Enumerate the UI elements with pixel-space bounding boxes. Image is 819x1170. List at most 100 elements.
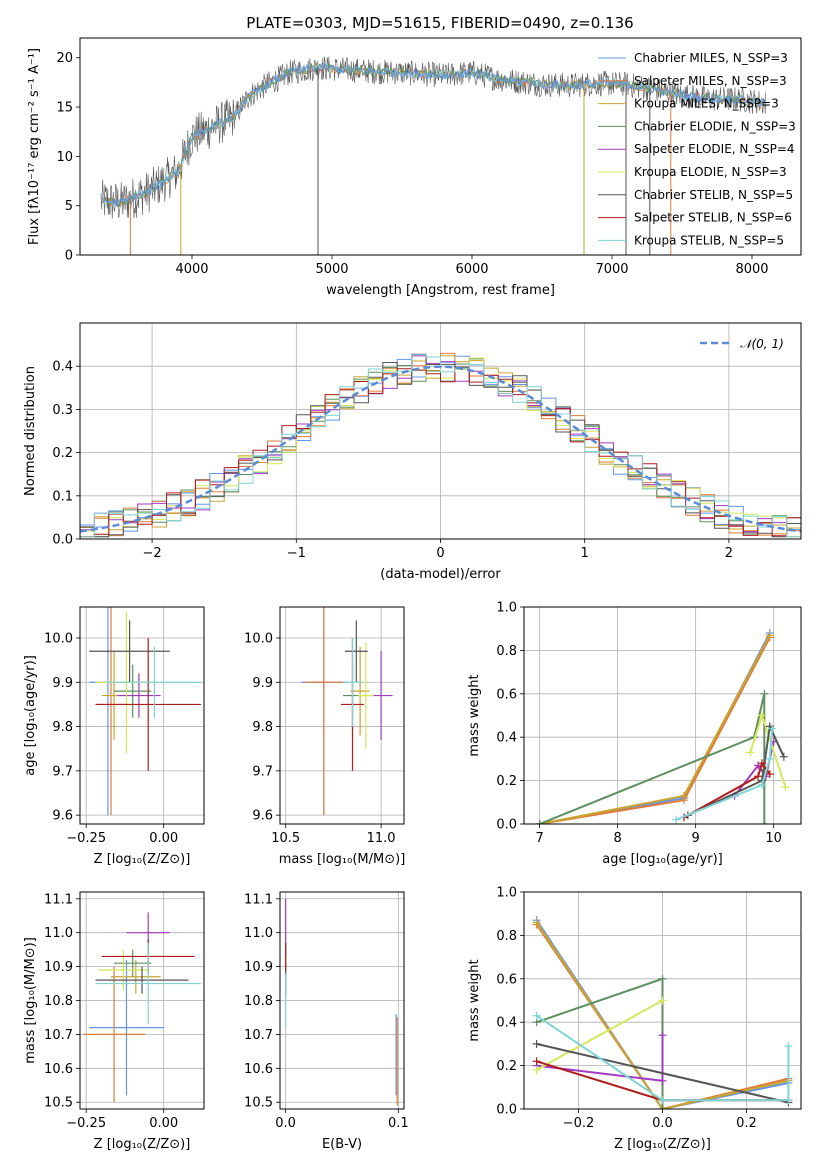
legend-label: Chabrier MILES, N_SSP=3 bbox=[634, 51, 788, 65]
x-axis-label: age [log₁₀(age/yr)] bbox=[602, 852, 723, 867]
plot-area bbox=[83, 912, 201, 1103]
y-axis-label: Normed distribution bbox=[23, 366, 38, 496]
x-axis-label: Z [log₁₀(Z/Z⊙)] bbox=[94, 1137, 191, 1152]
y-tick-label: 10.8 bbox=[244, 994, 273, 1009]
legend-label: Kroupa MILES, N_SSP=3 bbox=[634, 97, 779, 111]
y-tick-label: 5 bbox=[65, 199, 73, 214]
y-tick-label: 9.8 bbox=[52, 720, 73, 735]
y-tick-label: 0.6 bbox=[496, 972, 517, 987]
y-tick-label: 0.6 bbox=[496, 687, 517, 702]
x-tick-label: 2 bbox=[725, 546, 733, 561]
y-tick-label: 0.8 bbox=[496, 929, 517, 944]
x-tick-label: 0.00 bbox=[149, 1116, 178, 1131]
x-tick-label: −2 bbox=[143, 546, 162, 561]
plot-area bbox=[532, 916, 793, 1109]
x-axis-label: Z [log₁₀(Z/Z⊙)] bbox=[614, 1137, 711, 1152]
plot-frame bbox=[79, 322, 802, 540]
y-tick-label: 9.6 bbox=[52, 809, 73, 824]
panel-residuals: −2 −1 0 1 2 0.0 0.1 0.2 0.3 0.4 (data-model)/error… bbox=[23, 322, 802, 582]
weight-line bbox=[536, 977, 664, 1109]
y-tick-label: 0.4 bbox=[52, 360, 73, 375]
y-tick-label: 20 bbox=[56, 51, 73, 66]
plot-frame bbox=[279, 606, 405, 825]
x-tick-label: 1 bbox=[581, 546, 589, 561]
y-tick-label: 0.2 bbox=[52, 446, 73, 461]
x-axis-label: mass [log₁₀(M/M⊙)] bbox=[279, 852, 406, 867]
y-tick-label: 10 bbox=[56, 150, 73, 165]
panel-mass-vs-Z: −0.25 0.00 10.5 10.6 10.7 10.8 10.9 11.0 11.1 Z [… bbox=[23, 891, 205, 1152]
y-axis-label: mass [log₁₀(M/M⊙)] bbox=[23, 937, 38, 1064]
plot-frame bbox=[279, 891, 405, 1110]
y-tick-label: 11.1 bbox=[44, 892, 73, 907]
y-tick-label: 11.1 bbox=[244, 892, 273, 907]
x-axis-label: wavelength [Angstrom, rest frame] bbox=[326, 283, 555, 298]
y-tick-label: 10.8 bbox=[44, 994, 73, 1009]
panel-mass-weight-vs-age: 7 8 9 10 0.0 0.2 0.4 0.6 0.8 1.0 age [log₁₀(age/yr… bbox=[467, 601, 802, 867]
weight-line bbox=[675, 728, 774, 821]
plot-frame bbox=[79, 37, 802, 256]
panel-mass-vs-EBV: 0.0 0.1 10.5 10.6 10.7 10.8 10.9 11.0 11.1 E(B-V) bbox=[244, 891, 409, 1152]
plot-frame bbox=[79, 891, 205, 1110]
weight-line bbox=[536, 1042, 789, 1104]
x-tick-label: 7 bbox=[535, 831, 543, 846]
x-tick-label: 0 bbox=[436, 546, 444, 561]
panel-age-vs-mass: 10.5 11.0 9.6 9.7 9.8 9.9 10.0 mass [log₁₀(M/M⊙… bbox=[244, 606, 406, 867]
spectrum-line bbox=[100, 56, 766, 219]
y-tick-label: 11.0 bbox=[44, 926, 73, 941]
y-tick-label: 9.6 bbox=[252, 809, 273, 824]
legend-label: Kroupa ELODIE, N_SSP=3 bbox=[634, 165, 787, 179]
y-tick-label: 0.2 bbox=[496, 1059, 517, 1074]
legend-label: Chabrier ELODIE, N_SSP=3 bbox=[634, 119, 796, 133]
y-tick-label: 10.5 bbox=[244, 1096, 273, 1111]
y-tick-label: 9.9 bbox=[252, 676, 273, 691]
y-tick-label: 9.8 bbox=[252, 720, 273, 735]
panel-mass-weight-vs-Z: −0.2 0.0 0.2 0.0 0.2 0.4 0.6 0.8 1.0 Z [log₁₀(Z/Z… bbox=[467, 886, 802, 1152]
y-axis-label: age [log₁₀(age/yr)] bbox=[23, 655, 38, 776]
y-tick-label: 10.6 bbox=[44, 1062, 73, 1077]
x-tick-label: 0.0 bbox=[275, 1116, 296, 1131]
spectrum-line bbox=[100, 63, 767, 208]
panel-age-vs-Z: −0.25 0.00 9.6 9.7 9.8 9.9 10.0 Z [log₁₀(Z/Z⊙)]… bbox=[23, 606, 205, 867]
y-tick-label: 10.6 bbox=[244, 1062, 273, 1077]
x-tick-label: 7000 bbox=[595, 262, 628, 277]
legend-label: Kroupa STELIB, N_SSP=5 bbox=[634, 233, 784, 247]
legend-label: Chabrier STELIB, N_SSP=5 bbox=[634, 188, 793, 202]
plot-area bbox=[300, 607, 393, 816]
legend-label: Salpeter MILES, N_SSP=3 bbox=[634, 74, 787, 88]
x-tick-label: −0.25 bbox=[66, 1116, 106, 1131]
plot-area bbox=[80, 352, 801, 538]
normal-curve bbox=[80, 365, 801, 533]
x-axis-label: E(B-V) bbox=[322, 1137, 362, 1152]
x-tick-label: −0.25 bbox=[66, 831, 106, 846]
x-tick-label: 0.1 bbox=[388, 1116, 409, 1131]
y-tick-label: 1.0 bbox=[496, 601, 517, 616]
x-tick-label: −0.2 bbox=[563, 1116, 595, 1131]
y-tick-label: 0.1 bbox=[52, 489, 73, 504]
y-tick-label: 0.0 bbox=[52, 533, 73, 548]
legend-label: Salpeter ELODIE, N_SSP=4 bbox=[634, 142, 795, 156]
panel-spectrum: 4000 5000 6000 7000 8000 0 5 10 15 20 wavelength [… bbox=[27, 37, 802, 298]
x-tick-label: 10 bbox=[765, 831, 782, 846]
y-tick-label: 9.9 bbox=[52, 676, 73, 691]
legend-label: Salpeter STELIB, N_SSP=6 bbox=[634, 211, 792, 225]
y-tick-label: 0.2 bbox=[496, 774, 517, 789]
x-tick-label: 0.0 bbox=[652, 1116, 673, 1131]
y-tick-label: 10.5 bbox=[44, 1096, 73, 1111]
y-tick-label: 9.7 bbox=[252, 764, 273, 779]
plot-frame bbox=[523, 606, 802, 825]
plot-area bbox=[285, 898, 398, 1106]
y-tick-label: 0.4 bbox=[496, 1016, 517, 1031]
x-tick-label: 8 bbox=[613, 831, 621, 846]
y-tick-label: 10.0 bbox=[244, 632, 273, 647]
x-tick-label: 4000 bbox=[175, 262, 208, 277]
legend-label: 𝒩(0, 1) bbox=[740, 337, 784, 351]
y-tick-label: 10.7 bbox=[244, 1028, 273, 1043]
y-tick-label: 0 bbox=[65, 249, 73, 264]
y-tick-label: 9.7 bbox=[52, 764, 73, 779]
y-tick-label: 1.0 bbox=[496, 886, 517, 901]
y-tick-label: 10.7 bbox=[44, 1028, 73, 1043]
x-tick-label: 11.0 bbox=[367, 831, 396, 846]
x-tick-label: 0.2 bbox=[736, 1116, 757, 1131]
x-tick-label: 9 bbox=[692, 831, 700, 846]
